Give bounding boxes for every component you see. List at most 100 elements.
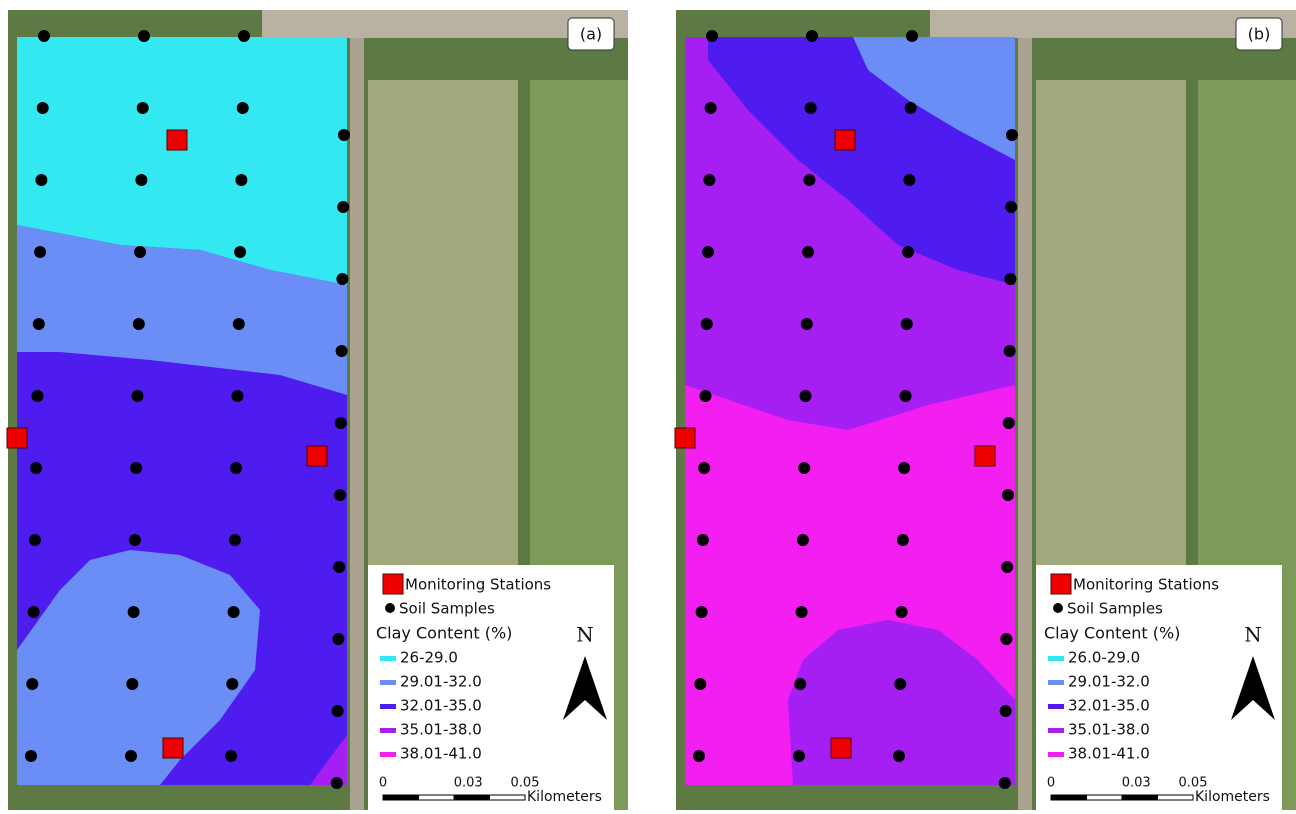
soil-sample: [694, 678, 706, 690]
soil-sample: [897, 534, 909, 546]
soil-sample: [225, 750, 237, 762]
soil-sample: [237, 102, 249, 114]
soil-sample: [697, 534, 709, 546]
soil-sample: [25, 750, 37, 762]
soil-sample: [38, 30, 50, 42]
north-label: N: [1244, 623, 1262, 647]
soil-sample: [901, 318, 913, 330]
road: [350, 38, 364, 810]
monitoring-station: [7, 428, 27, 448]
soil-sample: [898, 462, 910, 474]
soil-sample: [705, 102, 717, 114]
scale-unit: Kilometers: [527, 789, 602, 805]
soil-sample: [1001, 561, 1013, 573]
monitoring-station: [675, 428, 695, 448]
legend-sample: [385, 603, 395, 613]
legend-title: Clay Content (%): [1044, 624, 1180, 643]
soil-sample: [900, 390, 912, 402]
soil-sample: [896, 606, 908, 618]
soil-sample: [801, 318, 813, 330]
soil-sample: [234, 246, 246, 258]
soil-sample: [226, 678, 238, 690]
soil-sample: [903, 174, 915, 186]
legend-swatch: [1048, 728, 1064, 733]
legend-class: 26.0-29.0: [1068, 649, 1140, 667]
legend-swatch: [1048, 680, 1064, 685]
soil-sample: [134, 246, 146, 258]
soil-sample: [698, 462, 710, 474]
soil-sample: [1003, 417, 1015, 429]
soil-sample: [793, 750, 805, 762]
soil-sample: [702, 246, 714, 258]
soil-sample: [30, 462, 42, 474]
scale-segment: [1158, 795, 1194, 800]
soil-sample: [336, 345, 348, 357]
soil-sample: [331, 777, 343, 789]
panel-label: (b): [1248, 25, 1271, 44]
figure: (a)Monitoring StationsSoil SamplesClay C…: [0, 0, 1296, 810]
soil-sample: [29, 534, 41, 546]
legend-class: 26-29.0: [400, 649, 458, 667]
soil-sample: [798, 462, 810, 474]
soil-sample: [1006, 129, 1018, 141]
soil-sample: [806, 30, 818, 42]
soil-sample: [332, 633, 344, 645]
legend-label: Monitoring Stations: [405, 576, 551, 594]
soil-sample: [332, 705, 344, 717]
soil-sample: [703, 174, 715, 186]
soil-sample: [803, 174, 815, 186]
soil-sample: [333, 561, 345, 573]
soil-sample: [805, 102, 817, 114]
soil-sample: [706, 30, 718, 42]
panel: (a)Monitoring StationsSoil SamplesClay C…: [7, 10, 628, 810]
soil-sample: [128, 606, 140, 618]
soil-sample: [1000, 633, 1012, 645]
soil-sample: [1002, 489, 1014, 501]
legend-sample: [1053, 603, 1063, 613]
soil-sample: [1000, 705, 1012, 717]
scale-segment: [1087, 795, 1123, 800]
soil-sample: [999, 777, 1011, 789]
scale-segment: [383, 795, 419, 800]
legend-class: 38.01-41.0: [1068, 745, 1150, 763]
soil-sample: [906, 30, 918, 42]
scale-tick-label: 0.03: [1122, 776, 1151, 791]
scale-tick-label: 0: [1047, 776, 1055, 791]
soil-sample: [130, 462, 142, 474]
soil-sample: [902, 246, 914, 258]
legend-class: 29.01-32.0: [1068, 673, 1150, 691]
legend-label: Monitoring Stations: [1073, 576, 1219, 594]
monitoring-station: [831, 738, 851, 758]
soil-sample: [228, 606, 240, 618]
legend-class: 32.01-35.0: [1068, 697, 1150, 715]
soil-sample: [28, 606, 40, 618]
soil-sample: [334, 489, 346, 501]
soil-sample: [802, 246, 814, 258]
scale-segment: [419, 795, 455, 800]
scale-segment: [454, 795, 490, 800]
soil-sample: [232, 390, 244, 402]
legend-swatch: [380, 728, 396, 733]
soil-sample: [126, 678, 138, 690]
soil-sample: [336, 273, 348, 285]
soil-sample: [235, 174, 247, 186]
panel-label: (a): [580, 25, 602, 44]
soil-sample: [905, 102, 917, 114]
soil-sample: [693, 750, 705, 762]
legend-class: 38.01-41.0: [400, 745, 482, 763]
monitoring-station: [975, 446, 995, 466]
soil-sample: [337, 201, 349, 213]
legend-title: Clay Content (%): [376, 624, 512, 643]
soil-sample: [233, 318, 245, 330]
soil-sample: [125, 750, 137, 762]
soil-sample: [33, 318, 45, 330]
soil-sample: [238, 30, 250, 42]
legend-swatch: [380, 752, 396, 757]
soil-sample: [137, 102, 149, 114]
legend-class: 32.01-35.0: [400, 697, 482, 715]
monitoring-station: [307, 446, 327, 466]
soil-sample: [800, 390, 812, 402]
soil-sample: [138, 30, 150, 42]
monitoring-station: [167, 130, 187, 150]
soil-sample: [230, 462, 242, 474]
